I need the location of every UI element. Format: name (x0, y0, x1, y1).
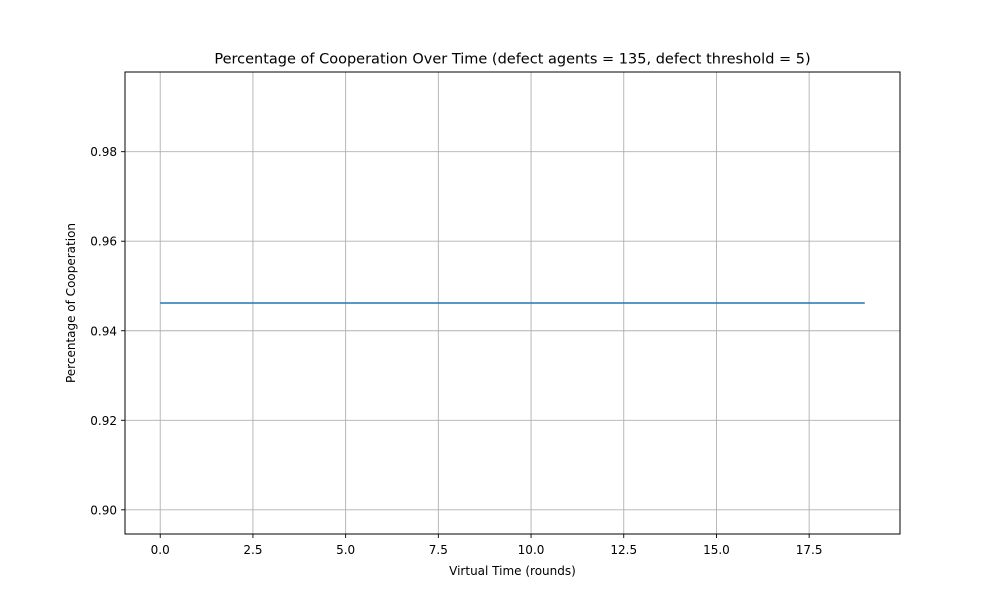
y-axis-ticks: 0.90 0.92 0.94 0.96 0.98 (90, 145, 125, 517)
x-tick-label: 17.5 (796, 543, 823, 557)
x-tick-label: 7.5 (429, 543, 448, 557)
x-tick-label: 10.0 (518, 543, 545, 557)
y-axis-label: Percentage of Cooperation (64, 223, 78, 383)
y-tick-label: 0.92 (90, 414, 117, 428)
y-tick-label: 0.96 (90, 235, 117, 249)
y-tick-label: 0.94 (90, 324, 117, 338)
chart-title: Percentage of Cooperation Over Time (def… (214, 52, 810, 68)
x-tick-label: 0.0 (151, 543, 170, 557)
y-tick-label: 0.98 (90, 145, 117, 159)
x-tick-label: 15.0 (703, 543, 730, 557)
y-tick-label: 0.90 (90, 503, 117, 517)
x-tick-label: 5.0 (336, 543, 355, 557)
x-axis-ticks: 0.0 2.5 5.0 7.5 10.0 12.5 15.0 17.5 (151, 534, 823, 557)
x-tick-label: 2.5 (243, 543, 262, 557)
x-tick-label: 12.5 (610, 543, 637, 557)
x-axis-label: Virtual Time (rounds) (449, 564, 576, 578)
plot-frame (124, 71, 901, 535)
